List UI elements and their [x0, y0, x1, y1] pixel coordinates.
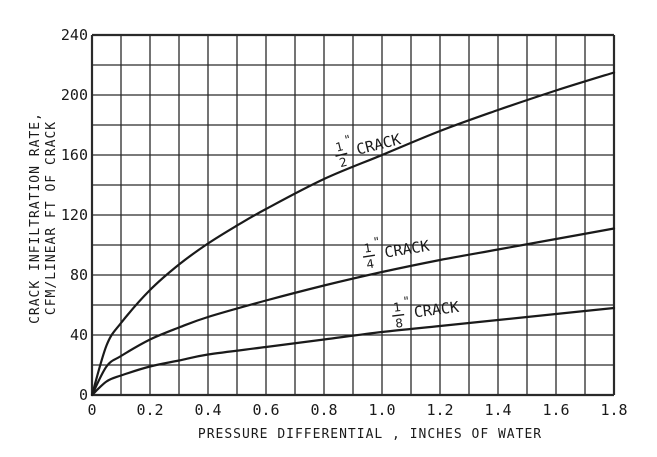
x-tick-label: 0.8 — [310, 401, 337, 419]
half-inch-crack-label: 1 2 " CRACK — [334, 130, 403, 170]
series-line-quarter — [90, 227, 616, 397]
x-tick-label: 1.6 — [542, 401, 569, 419]
x-axis-label: PRESSURE DIFFERENTIAL , INCHES OF WATER — [198, 427, 542, 442]
y-tick-label: 200 — [61, 86, 88, 104]
y-axis-label: CRACK INFILTRATION RATE, CFM/LINEAR FT O… — [28, 112, 59, 324]
x-tick-label: 1.2 — [426, 401, 453, 419]
x-tick-label: 0.2 — [136, 401, 163, 419]
series-line-half — [90, 71, 616, 397]
x-tick-label: 1.4 — [484, 401, 511, 419]
y-axis-ticks: 0 40 80 120 160 200 240 — [61, 26, 88, 404]
curves — [90, 71, 616, 397]
y-axis-label-line-2: CFM/LINEAR FT OF CRACK — [44, 121, 59, 315]
x-axis-ticks: 0 0.2 0.4 0.6 0.8 1.0 1.2 1.4 1.6 1.8 — [87, 401, 627, 419]
quarter-fraction-den: 4 — [365, 257, 375, 272]
eighth-fraction-bar — [392, 313, 405, 317]
y-tick-label: 240 — [61, 26, 88, 44]
half-fraction-num: 1 — [334, 139, 345, 154]
quarter-inch-mark: " — [373, 234, 381, 249]
x-tick-label: 1.8 — [600, 401, 627, 419]
half-fraction-bar — [335, 152, 348, 157]
series-line-eighth — [90, 306, 616, 397]
eighth-inch-mark: " — [403, 294, 410, 309]
x-tick-label: 0 — [87, 401, 96, 419]
y-tick-label: 80 — [70, 266, 88, 284]
eighth-fraction-den: 8 — [395, 316, 404, 331]
x-tick-label: 0.4 — [194, 401, 221, 419]
eighth-crack-text: CRACK — [413, 298, 460, 321]
x-tick-label: 0.6 — [252, 401, 279, 419]
x-tick-label: 1.0 — [368, 401, 395, 419]
half-fraction-den: 2 — [338, 155, 349, 170]
y-tick-label: 160 — [61, 146, 88, 164]
quarter-fraction-bar — [362, 254, 376, 258]
half-inch-mark: " — [343, 132, 352, 147]
eighth-inch-crack-label: 1 8 " CRACK — [392, 294, 460, 331]
quarter-inch-crack-label: 1 4 " CRACK — [362, 234, 431, 272]
quarter-crack-text: CRACK — [383, 237, 430, 262]
grid — [90, 33, 616, 397]
y-tick-label: 120 — [61, 206, 88, 224]
y-axis-label-line-1: CRACK INFILTRATION RATE, — [28, 112, 43, 324]
quarter-fraction-num: 1 — [363, 241, 373, 256]
eighth-fraction-num: 1 — [393, 300, 402, 315]
y-tick-label: 40 — [70, 326, 88, 344]
y-tick-label: 0 — [79, 386, 88, 404]
